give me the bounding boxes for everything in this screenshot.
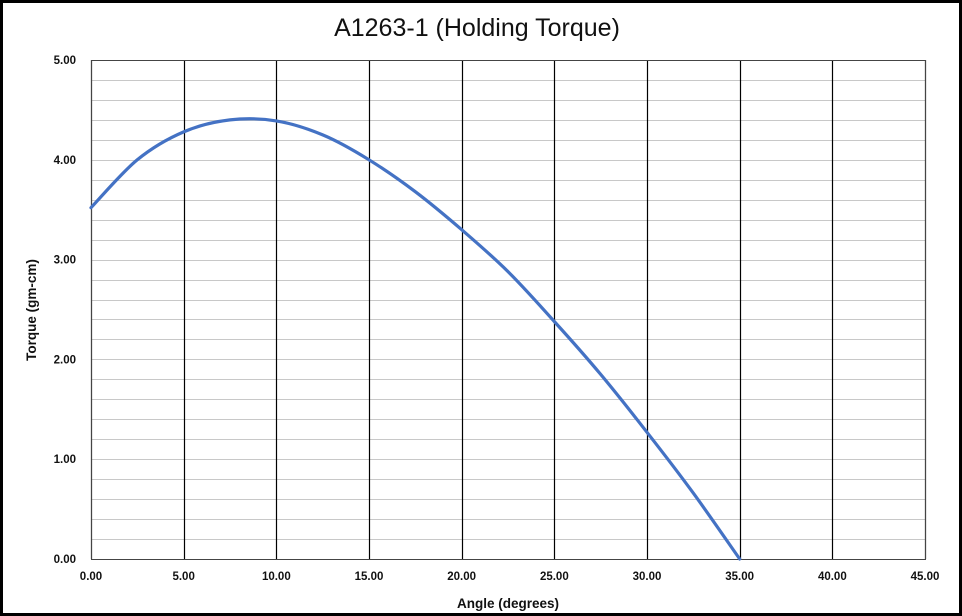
y-tick-label: 0.00 [54, 554, 76, 566]
x-tick-label: 20.00 [447, 571, 476, 583]
x-tick-label: 45.00 [911, 571, 940, 583]
x-tick-label: 35.00 [725, 571, 754, 583]
x-tick-label: 15.00 [355, 571, 384, 583]
plot-area-border [91, 60, 926, 560]
x-axis-label: Angle (degrees) [457, 596, 559, 611]
x-tick-label: 0.00 [80, 571, 102, 583]
x-tick-label: 10.00 [262, 571, 291, 583]
y-tick-label: 1.00 [54, 454, 76, 466]
x-tick-label: 40.00 [818, 571, 847, 583]
series-layer [89, 117, 742, 561]
chart-title: A1263-1 (Holding Torque) [334, 14, 620, 42]
tick-labels: 0.00 5.00 10.00 15.00 20.00 25.00 30.00 35.00 40… [54, 55, 940, 583]
grid-lines [90, 60, 927, 560]
x-tick-label: 25.00 [540, 571, 569, 583]
y-axis-label: Torque (gm-cm) [24, 259, 39, 361]
y-tick-label: 3.00 [54, 255, 76, 267]
torque-series-line [89, 117, 742, 561]
x-tick-label: 5.00 [172, 571, 194, 583]
y-tick-label: 4.00 [54, 155, 76, 167]
x-tick-label: 30.00 [633, 571, 662, 583]
y-tick-label: 2.00 [54, 354, 76, 366]
y-tick-label: 5.00 [54, 55, 76, 67]
